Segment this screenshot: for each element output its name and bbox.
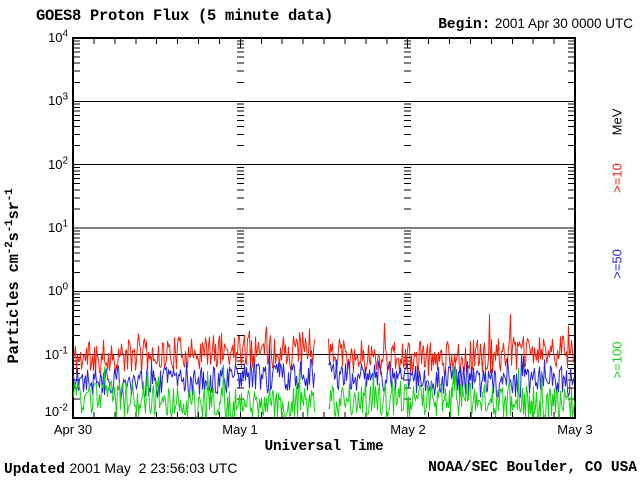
credit-label: NOAA/SEC Boulder, CO USA: [428, 460, 637, 476]
updated-label: Updated: [4, 462, 65, 478]
right-label-mev: MeV: [609, 108, 625, 136]
right-label-ge50: >=50: [609, 249, 625, 279]
y-tick-1e4: 104: [47, 28, 68, 45]
y-axis-label: Particles cm-2s-1sr-1: [3, 188, 23, 364]
y-tick-1e3: 103: [47, 91, 68, 108]
series--10-mev: [73, 314, 575, 376]
day-boundary-marker: [404, 40, 412, 400]
updated-value: 2001 May 2 23:56:03 UTC: [69, 460, 238, 476]
y-tick-1e-2: 10-2: [44, 402, 68, 419]
x-tick-apr30: Apr 30: [53, 422, 93, 437]
right-label-ge10: >=10: [609, 163, 625, 193]
y-tick-1e2: 102: [47, 155, 68, 172]
series--100-mev: [73, 361, 575, 419]
begin-label: Begin:: [438, 17, 491, 33]
y-tick-1e-1: 10-1: [44, 345, 68, 362]
right-label-ge100: >=100: [609, 341, 625, 379]
day-boundary-marker: [236, 40, 244, 400]
chart-title: GOES8 Proton Flux (5 minute data): [36, 7, 334, 25]
updated-timestamp: Updated 2001 May 2 23:56:03 UTC: [4, 460, 237, 478]
y-tick-1e0: 100: [47, 281, 68, 298]
y-tick-1e1: 101: [47, 218, 68, 235]
x-tick-may2: May 2: [390, 422, 426, 437]
x-tick-may3: May 3: [557, 422, 593, 437]
plot-frame-and-ticks: [72, 37, 576, 419]
x-axis-label: Universal Time: [264, 439, 384, 455]
begin-timestamp: Begin: 2001 Apr 30 0000 UTC: [438, 15, 633, 33]
series--50-mev: [73, 345, 575, 399]
begin-value: 2001 Apr 30 0000 UTC: [494, 16, 633, 31]
x-tick-may1: May 1: [222, 422, 258, 437]
